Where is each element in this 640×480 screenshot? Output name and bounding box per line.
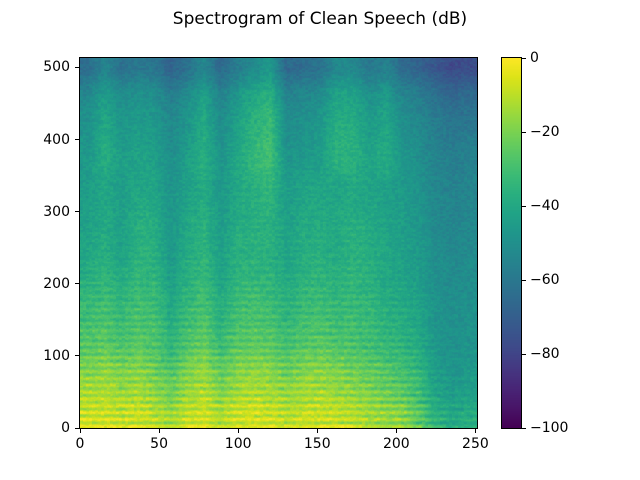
colorbar-tick-mark [522,131,526,133]
colorbar [501,57,522,429]
x-tick-label: 50 [150,436,168,452]
y-tick-label: 0 [61,420,70,436]
x-tick-label: 150 [303,436,331,452]
y-tick-mark [75,139,79,140]
x-tick-label: 100 [224,436,252,452]
x-tick-mark [474,429,476,433]
colorbar-tick-mark [522,205,526,207]
y-tick-mark [75,283,79,285]
x-tick-label: 0 [75,436,85,452]
colorbar-tick-mark [522,279,526,281]
plot-area [79,57,478,429]
x-tick-mark [316,429,318,433]
colorbar-tick-label: −40 [530,198,560,214]
colorbar-gradient [502,58,521,428]
colorbar-tick-label: 0 [530,50,539,66]
colorbar-tick-mark [522,427,526,429]
spectrogram-image [80,58,477,428]
colorbar-tick-mark [522,57,526,59]
x-tick-mark [158,429,160,433]
x-tick-label: 250 [462,436,489,452]
x-tick-mark [395,429,397,433]
y-tick-mark [75,211,79,213]
y-tick-mark [75,355,79,357]
colorbar-tick-label: −80 [530,346,560,362]
y-tick-mark [75,66,79,68]
colorbar-tick-label: −20 [530,124,560,140]
y-tick-mark [75,427,79,429]
y-tick-label: 400 [43,131,70,148]
chart-title: Spectrogram of Clean Speech (dB) [172,9,468,29]
y-tick-label: 300 [43,203,70,220]
y-tick-label: 500 [43,59,70,76]
y-tick-label: 100 [43,347,70,364]
x-tick-label: 200 [382,436,410,452]
x-tick-mark [79,429,81,433]
colorbar-tick-label: −60 [530,272,560,288]
colorbar-tick-mark [522,353,526,355]
y-tick-label: 200 [43,275,70,292]
x-tick-mark [237,429,239,433]
colorbar-tick-label: −100 [530,420,569,436]
